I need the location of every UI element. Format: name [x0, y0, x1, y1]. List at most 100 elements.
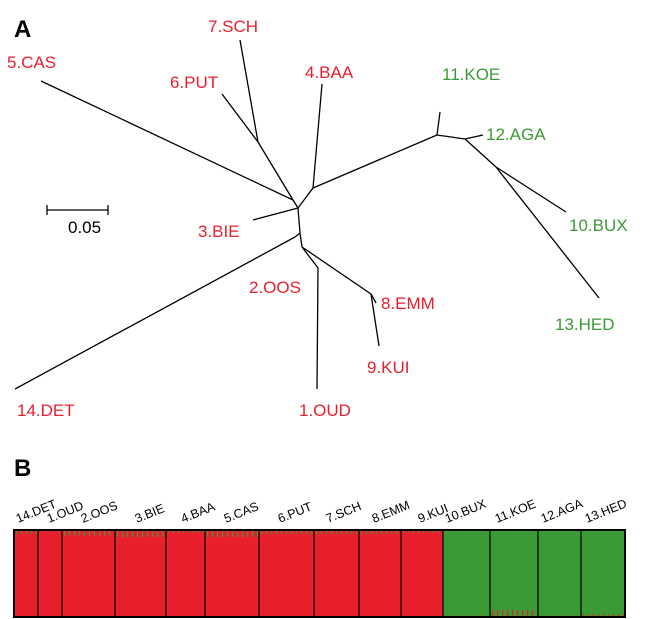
admixture-tick: [152, 530, 154, 537]
admixture-tick: [428, 530, 430, 533]
structure-group-label: 6.PUT: [276, 499, 314, 525]
admixture-tick: [396, 530, 398, 535]
label-oud: 1.OUD: [299, 401, 351, 420]
structure-block-2: [38, 530, 62, 617]
admixture-tick: [26, 530, 28, 535]
admixture-tick: [157, 530, 159, 537]
structure-plot: [13, 529, 626, 618]
admixture-tick: [381, 530, 383, 535]
structure-group-label: 13.HED: [583, 496, 629, 525]
admixture-tick: [183, 530, 185, 533]
admixture-tick: [502, 610, 504, 617]
admixture-tick: [301, 530, 303, 535]
admixture-tick: [517, 610, 519, 617]
branch-sch-put-stem: [257, 141, 294, 201]
branch-baa: [312, 83, 323, 189]
branch-det: [14, 236, 296, 390]
branch-bie: [252, 207, 299, 221]
structure-frame: [13, 529, 626, 618]
structure-group-label: 7.SCH: [324, 499, 363, 526]
admixture-tick: [608, 614, 610, 617]
scale-bar: [46, 205, 109, 215]
admixture-tick: [261, 530, 263, 535]
structure-block-7: [259, 530, 314, 617]
admixture-tick: [356, 530, 358, 535]
admixture-tick: [376, 530, 378, 535]
label-sch: 7.SCH: [208, 17, 258, 36]
admixture-tick: [252, 530, 254, 537]
admixture-tick: [36, 530, 38, 535]
admixture-tick: [497, 610, 499, 617]
admixture-tick: [336, 530, 338, 535]
branch-hed: [495, 166, 600, 299]
admixture-tick: [137, 530, 139, 537]
branch-koe: [436, 111, 441, 136]
admixture-tick: [281, 530, 283, 535]
admixture-tick: [122, 530, 124, 537]
branch-center-lower: [297, 207, 301, 234]
structure-group-label: 12.AGA: [539, 496, 585, 526]
structure-block-12: [490, 530, 538, 617]
branch-lower: [299, 232, 303, 248]
admixture-tick: [232, 530, 234, 537]
structure-group-label: 3.BIE: [133, 501, 167, 525]
admixture-tick: [326, 530, 328, 535]
admixture-tick: [222, 530, 224, 537]
admixture-tick: [212, 530, 214, 537]
branch-put: [221, 93, 259, 143]
label-put: 6.PUT: [170, 73, 218, 92]
admixture-tick: [361, 530, 363, 535]
admixture-tick: [408, 530, 410, 533]
tree-labels: 5.CAS 7.SCH 6.PUT 4.BAA 3.BIE 2.OOS 8.EM…: [7, 17, 628, 420]
admixture-tick: [147, 530, 149, 537]
admixture-tick: [237, 530, 239, 537]
admixture-tick: [618, 614, 620, 617]
admixture-tick: [351, 530, 353, 535]
admixture-tick: [104, 530, 106, 536]
admixture-tick: [438, 530, 440, 533]
label-oos: 2.OOS: [249, 278, 301, 297]
admixture-tick: [321, 530, 323, 535]
admixture-tick: [492, 610, 494, 617]
admixture-tick: [109, 530, 111, 536]
branch-backbone: [297, 187, 314, 209]
structure-block-3: [62, 530, 115, 617]
branch-bux: [495, 166, 567, 213]
admixture-tick: [207, 530, 209, 537]
branch-center-top: [292, 199, 299, 209]
admixture-tick: [306, 530, 308, 535]
admixture-tick: [178, 530, 180, 533]
admixture-tick: [433, 530, 435, 533]
structure-block-8: [314, 530, 359, 617]
admixture-tick: [117, 530, 119, 537]
admixture-tick: [173, 530, 175, 533]
admixture-tick: [127, 530, 129, 537]
admixture-tick: [522, 610, 524, 617]
branch-oud: [301, 246, 319, 390]
structure-block-9: [359, 530, 401, 617]
label-baa: 4.BAA: [305, 63, 354, 82]
label-det: 14.DET: [17, 401, 75, 420]
structure-group-label: 11.KOE: [493, 497, 538, 526]
admixture-tick: [391, 530, 393, 535]
structure-block-10: [401, 530, 443, 617]
branch-aga: [464, 134, 484, 140]
admixture-tick: [188, 530, 190, 533]
structure-block-13: [538, 530, 581, 617]
admixture-tick: [507, 610, 509, 617]
structure-block-5: [166, 530, 205, 617]
structure-group-label: 10.BUX: [443, 496, 489, 525]
admixture-tick: [69, 530, 71, 536]
admixture-tick: [603, 614, 605, 617]
admixture-tick: [84, 530, 86, 536]
admixture-tick: [366, 530, 368, 535]
admixture-tick: [311, 530, 313, 535]
admixture-tick: [413, 530, 415, 533]
structure-group-label: 4.BAA: [179, 499, 218, 526]
admixture-tick: [418, 530, 420, 533]
structure-block-14: [581, 530, 625, 617]
admixture-tick: [142, 530, 144, 537]
label-bux: 10.BUX: [569, 216, 628, 235]
